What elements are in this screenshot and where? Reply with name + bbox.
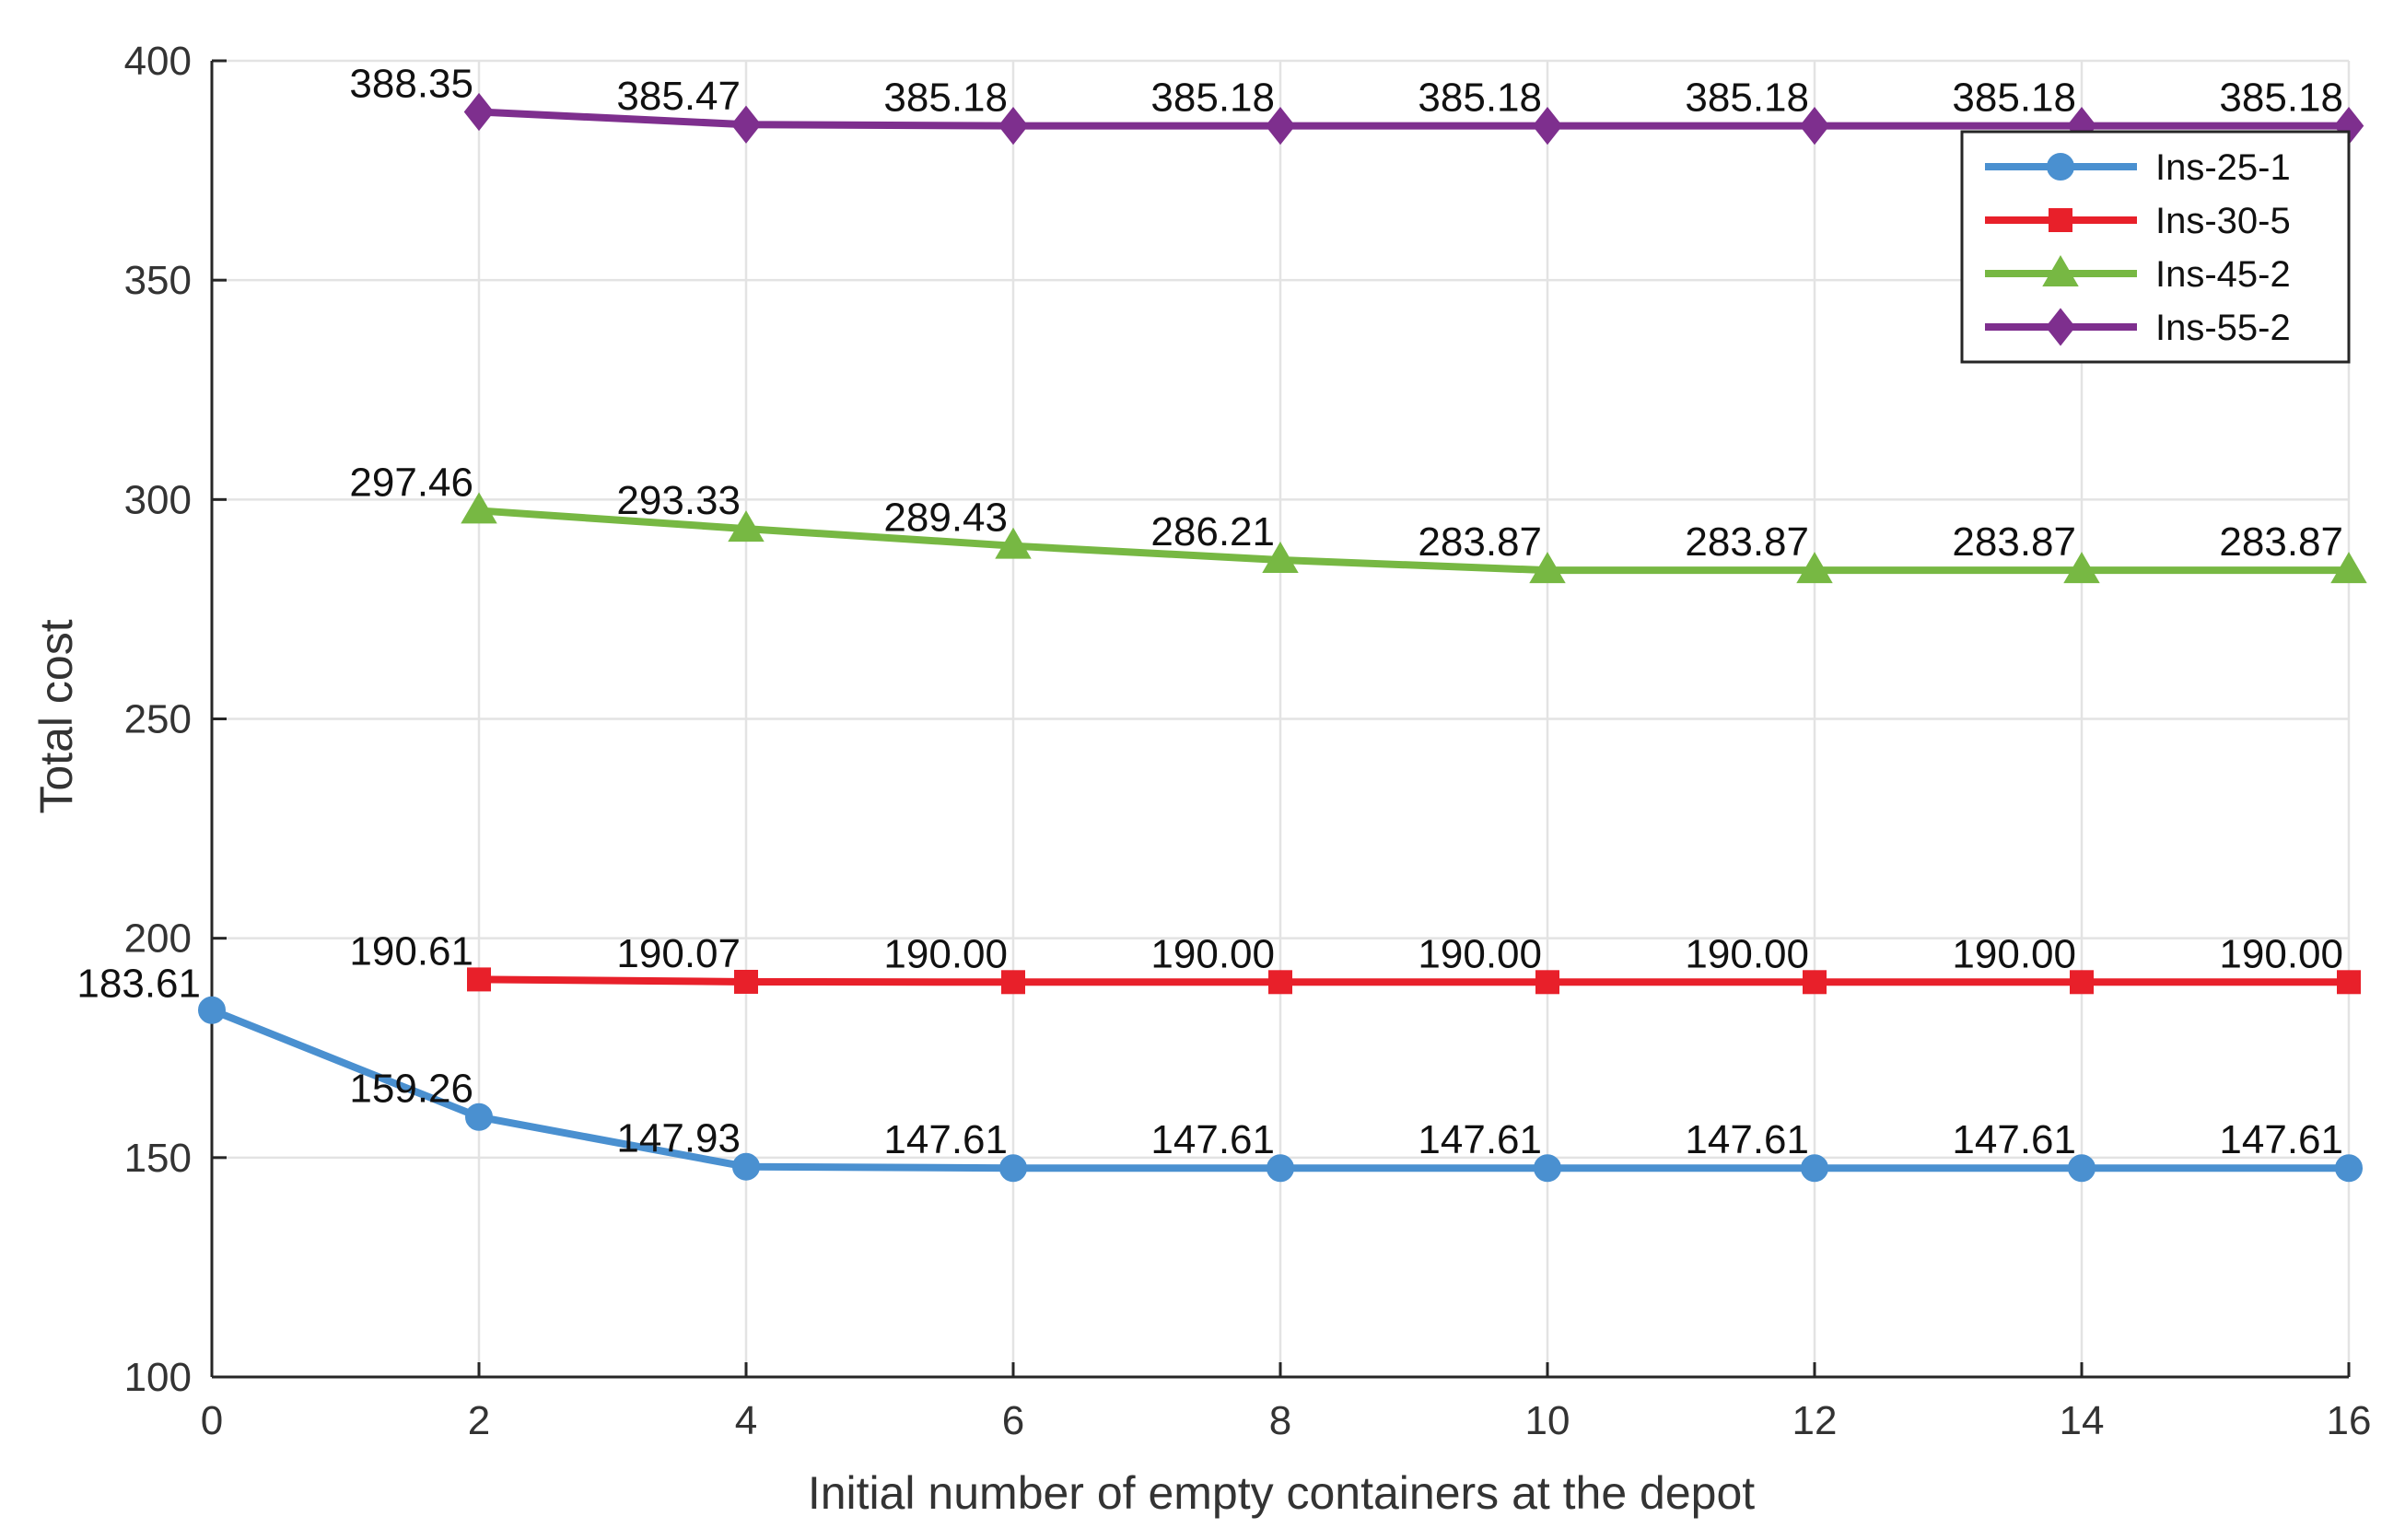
series-line-ins-55-2: [478, 108, 2349, 130]
y-tick-label: 400: [124, 39, 192, 84]
data-point-ins-30-5: [734, 969, 758, 994]
data-label-ins-55-2: 385.18: [883, 76, 1008, 121]
x-tick-label: 12: [1792, 1398, 1838, 1443]
data-label-ins-30-5: 190.00: [1685, 931, 1809, 976]
legend-label-ins-25-1: Ins-25-1: [2155, 147, 2291, 188]
y-tick-label: 300: [124, 477, 192, 522]
data-labels: 183.61 159.26 147.93 147.61 147.61 147.61 147.…: [76, 61, 2343, 1162]
x-tick-label: 0: [201, 1398, 223, 1443]
data-point-ins-25-1: [2068, 1154, 2096, 1183]
data-label-ins-30-5: 190.00: [1418, 931, 1542, 976]
data-label-ins-55-2: 385.47: [616, 74, 741, 119]
data-label-ins-25-1: 147.61: [1150, 1117, 1275, 1162]
data-label-ins-55-2: 388.35: [349, 61, 473, 106]
data-label-ins-25-1: 147.93: [616, 1116, 741, 1161]
data-label-ins-25-1: 147.61: [883, 1117, 1008, 1162]
data-label-ins-30-5: 190.00: [2219, 931, 2343, 976]
data-label-ins-30-5: 190.00: [1150, 931, 1275, 976]
x-tick-label: 16: [2327, 1398, 2372, 1443]
data-point-ins-55-2: [730, 105, 762, 144]
x-tick-label: 4: [735, 1398, 757, 1443]
data-point-ins-55-2: [463, 92, 495, 132]
data-label-ins-45-2: 293.33: [616, 478, 741, 523]
data-label-ins-25-1: 147.61: [2219, 1117, 2343, 1162]
y-tick-label: 350: [124, 258, 192, 303]
legend-label-ins-30-5: Ins-30-5: [2155, 201, 2291, 241]
data-point-ins-25-1: [465, 1102, 493, 1131]
x-tick-label: 10: [1525, 1398, 1570, 1443]
data-point-ins-25-1: [999, 1154, 1027, 1183]
data-label-ins-55-2: 385.18: [1685, 76, 1809, 121]
data-label-ins-55-2: 385.18: [1150, 76, 1275, 121]
data-label-ins-30-5: 190.00: [883, 931, 1008, 976]
data-point-ins-45-2: [995, 527, 1032, 559]
data-point-ins-30-5: [2070, 970, 2094, 995]
data-label-ins-25-1: 159.26: [349, 1067, 473, 1112]
data-point-ins-45-2: [1262, 542, 1299, 574]
legend-marker-ins-30-5: [2049, 208, 2072, 232]
data-point-ins-45-2: [728, 510, 765, 542]
y-tick-label: 250: [124, 697, 192, 742]
series-line-ins-45-2: [478, 507, 2349, 575]
data-point-ins-55-2: [1799, 106, 1830, 146]
data-label-ins-25-1: 183.61: [76, 962, 201, 1007]
x-tick-label: 8: [1269, 1398, 1291, 1443]
y-axis-title: Total cost: [30, 619, 82, 813]
data-label-ins-30-5: 190.07: [616, 931, 741, 976]
data-point-ins-55-2: [1265, 106, 1296, 146]
legend-marker-ins-45-2: [2042, 255, 2079, 286]
data-label-ins-30-5: 190.00: [1952, 931, 2076, 976]
data-label-ins-45-2: 289.43: [883, 496, 1008, 541]
data-point-ins-55-2: [1532, 106, 1563, 146]
data-point-ins-25-1: [1801, 1154, 1828, 1183]
legend-marker-ins-25-1: [2047, 153, 2074, 181]
data-point-ins-45-2: [461, 492, 497, 524]
legend: Ins-25-1 Ins-30-5 Ins-45-2 Ins-55-2: [1960, 130, 2351, 364]
x-tick-label: 2: [468, 1398, 490, 1443]
data-point-ins-25-1: [1534, 1154, 1561, 1183]
legend-label-ins-55-2: Ins-55-2: [2155, 308, 2291, 348]
data-label-ins-25-1: 147.61: [1685, 1117, 1809, 1162]
y-tick-label: 100: [124, 1355, 192, 1400]
x-tick-label: 14: [2060, 1398, 2105, 1443]
series-line-ins-30-5: [478, 975, 2349, 986]
data-label-ins-45-2: 283.87: [1952, 519, 2076, 565]
data-point-ins-30-5: [1268, 970, 1292, 995]
data-point-ins-25-1: [732, 1152, 760, 1181]
data-label-ins-45-2: 286.21: [1150, 509, 1275, 554]
data-label-ins-45-2: 283.87: [2219, 519, 2343, 565]
data-label-ins-25-1: 147.61: [1418, 1117, 1542, 1162]
data-point-ins-30-5: [467, 967, 491, 992]
x-axis-title: Initial number of empty containers at th…: [808, 1467, 1755, 1519]
data-point-ins-45-2: [2063, 552, 2100, 584]
data-point-ins-30-5: [1001, 970, 1025, 995]
data-point-ins-25-1: [2335, 1154, 2363, 1183]
data-label-ins-45-2: 297.46: [349, 460, 473, 505]
data-label-ins-55-2: 385.18: [1418, 76, 1542, 121]
y-tick-label: 200: [124, 916, 192, 962]
y-tick-label: 150: [124, 1136, 192, 1181]
data-point-ins-45-2: [2330, 552, 2367, 584]
data-label-ins-55-2: 385.18: [1952, 76, 2076, 121]
data-label-ins-25-1: 147.61: [1952, 1117, 2076, 1162]
legend-marker-ins-55-2: [2045, 308, 2076, 346]
data-point-ins-25-1: [198, 996, 226, 1024]
data-point-ins-30-5: [2337, 970, 2361, 995]
data-label-ins-45-2: 283.87: [1685, 519, 1809, 565]
data-point-ins-45-2: [1529, 552, 1566, 584]
data-point-ins-30-5: [1803, 970, 1827, 995]
data-label-ins-30-5: 190.61: [349, 928, 473, 974]
x-tick-label: 6: [1002, 1398, 1024, 1443]
data-point-ins-55-2: [998, 106, 1029, 146]
data-point-ins-30-5: [1535, 970, 1559, 995]
legend-label-ins-45-2: Ins-45-2: [2155, 254, 2291, 295]
data-label-ins-55-2: 385.18: [2219, 76, 2343, 121]
axes: 0 2 4 6 8 10 12 14 16 100 150 200 250 300 350 400: [124, 39, 2372, 1443]
data-label-ins-45-2: 283.87: [1418, 519, 1542, 565]
data-point-ins-45-2: [1796, 552, 1833, 584]
data-point-ins-25-1: [1267, 1154, 1294, 1183]
